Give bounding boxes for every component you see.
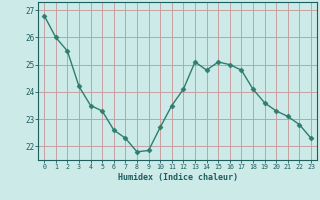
X-axis label: Humidex (Indice chaleur): Humidex (Indice chaleur) (118, 173, 238, 182)
